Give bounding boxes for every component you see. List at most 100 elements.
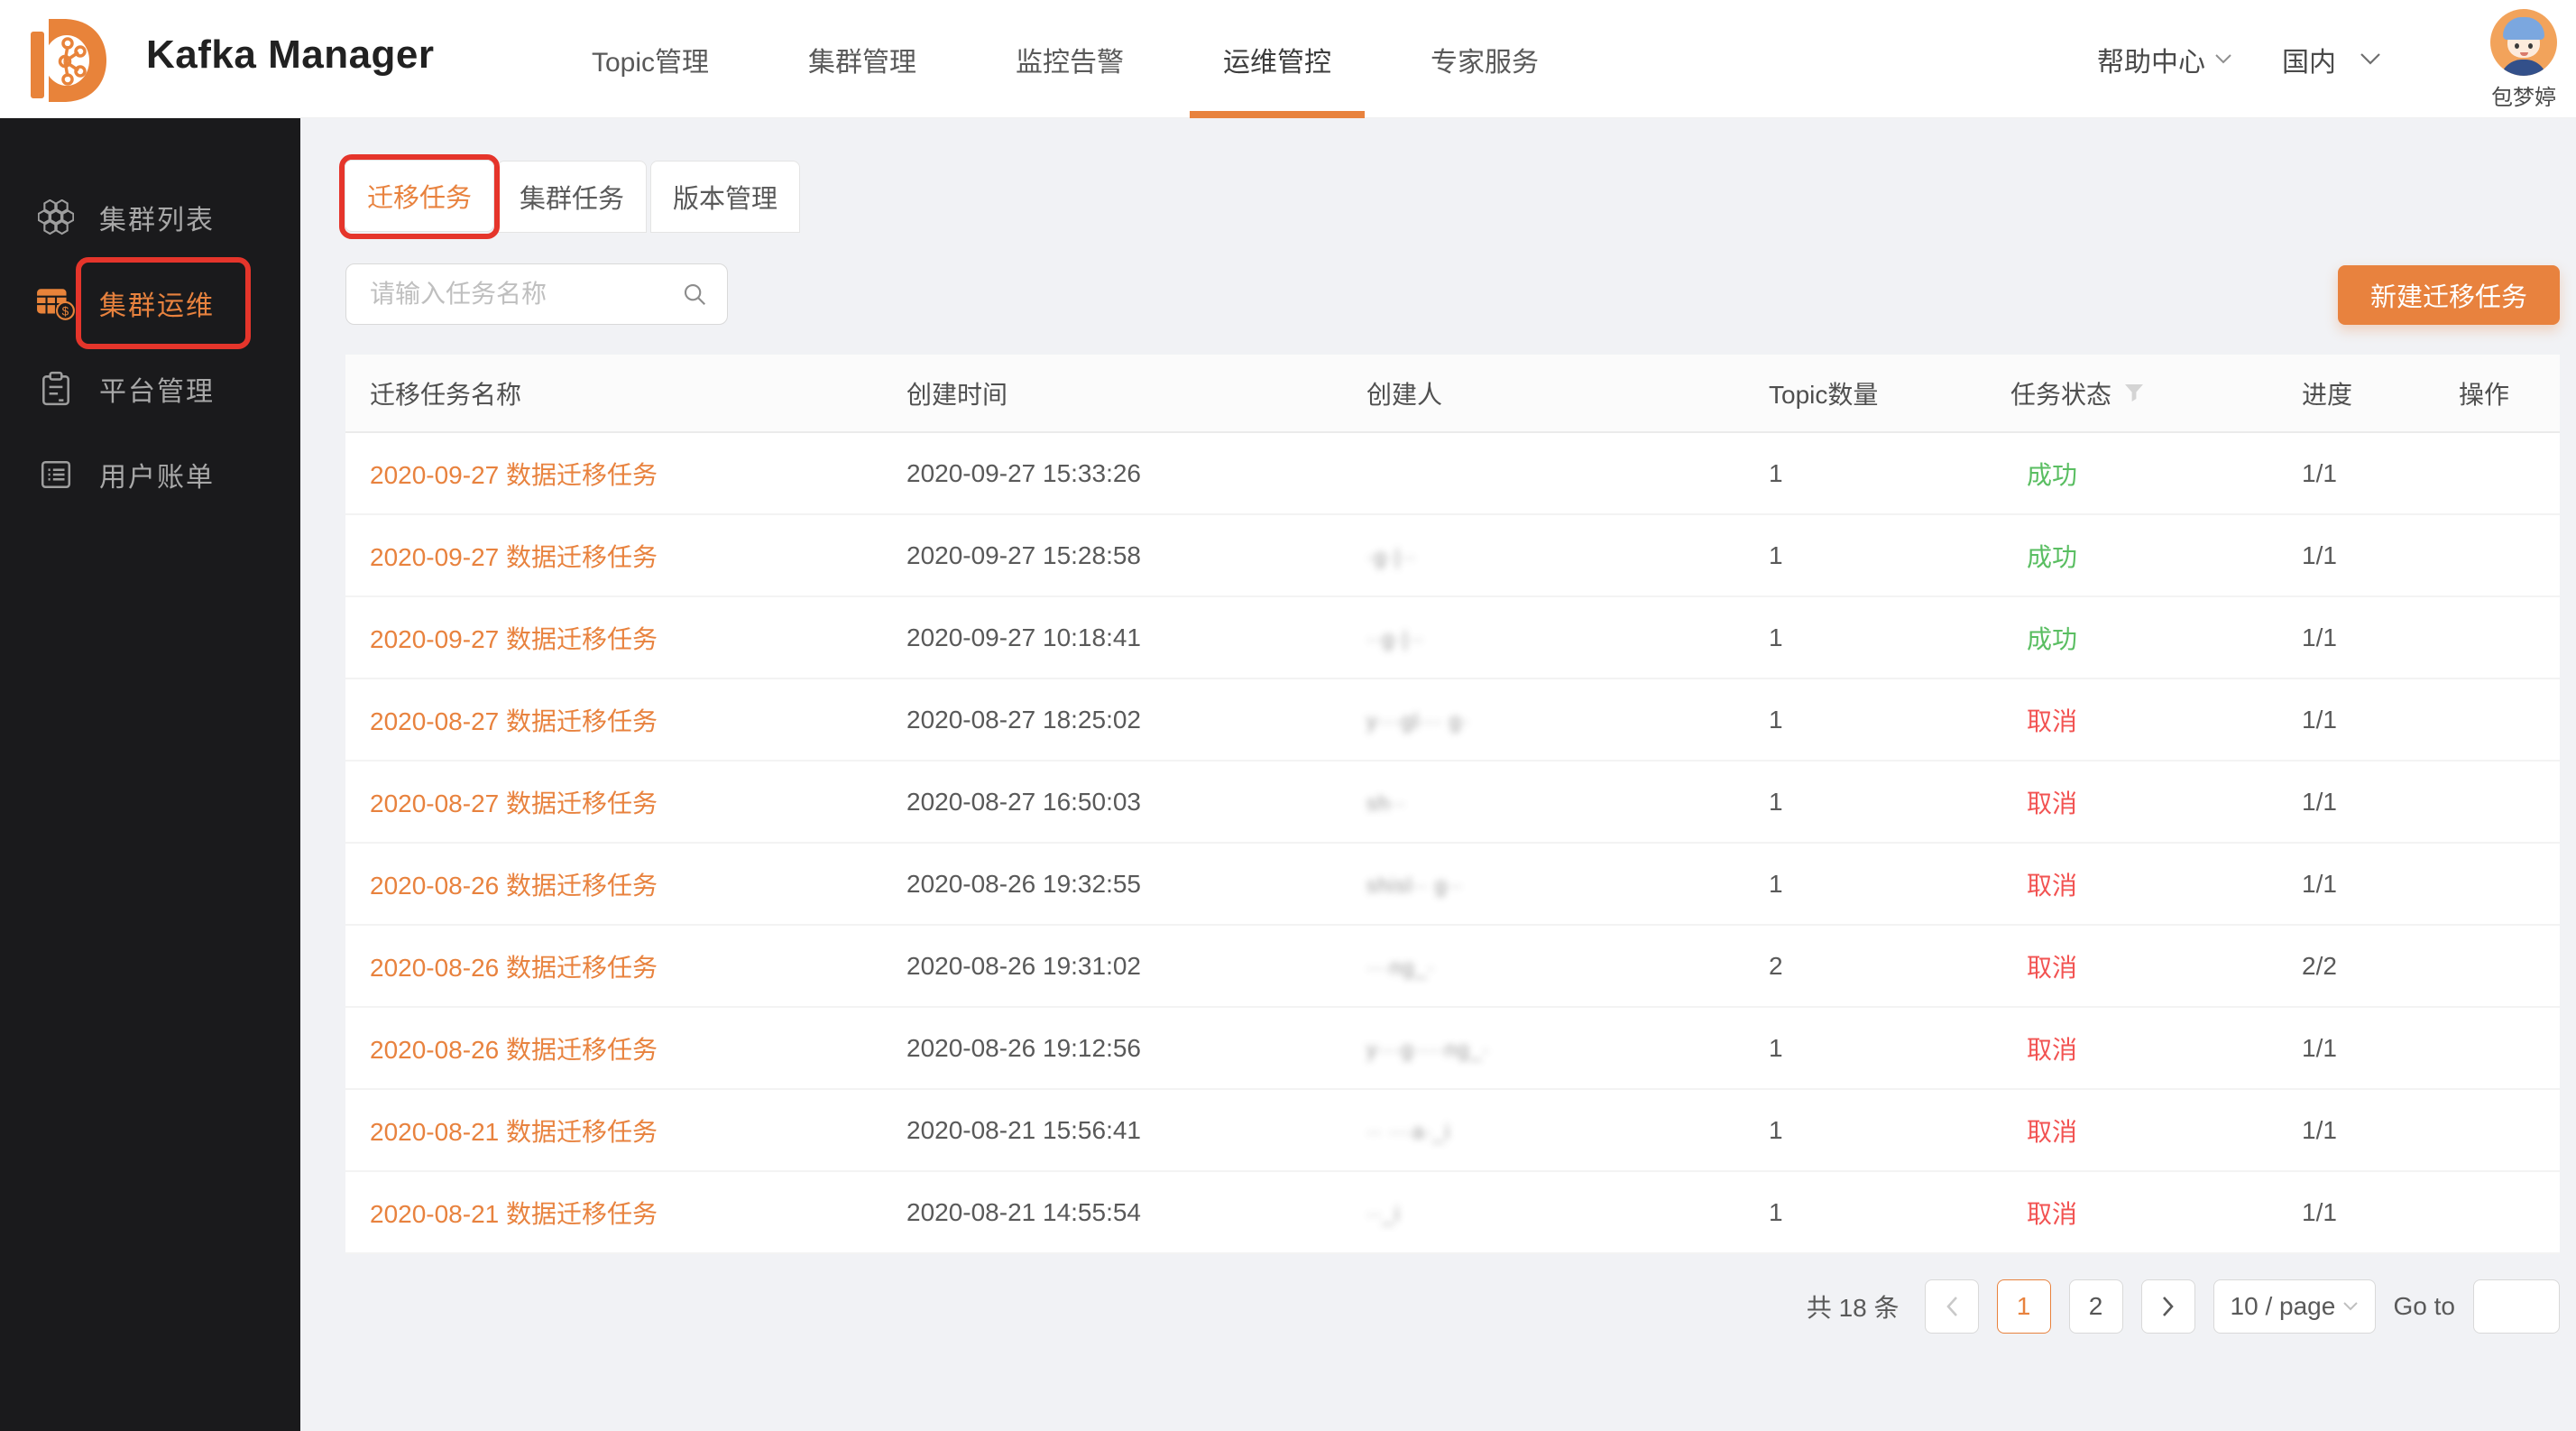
topic-count: 1 bbox=[1769, 1197, 1783, 1226]
topic-count: 1 bbox=[1769, 705, 1783, 734]
col-topic-count: Topic数量 bbox=[1769, 380, 1879, 409]
col-task-name: 迁移任务名称 bbox=[370, 380, 522, 409]
app-logo-icon bbox=[25, 12, 112, 110]
created-time: 2020-08-21 14:55:54 bbox=[906, 1197, 1141, 1226]
top-nav: Topic管理 集群管理 监控告警 运维管控 专家服务 bbox=[542, 0, 1588, 118]
filter-icon[interactable] bbox=[2124, 383, 2144, 402]
tab-bar: 迁移任务 集群任务 版本管理 bbox=[339, 154, 2560, 239]
progress-value: 1/1 bbox=[2302, 623, 2337, 651]
topic-count: 1 bbox=[1769, 458, 1783, 487]
nav-ops[interactable]: 运维管控 bbox=[1173, 0, 1381, 118]
topic-count: 2 bbox=[1769, 951, 1783, 980]
search-icon[interactable] bbox=[681, 281, 708, 312]
creator-redacted: ···ng_· bbox=[1366, 955, 1436, 979]
created-time: 2020-09-27 15:33:26 bbox=[906, 458, 1141, 487]
table-row: 2020-09-27 数据迁移任务 2020-09-27 15:33:26 1 … bbox=[345, 433, 2560, 515]
sidebar-item-label: 用户账单 bbox=[99, 462, 215, 493]
task-link[interactable]: 2020-09-27 数据迁移任务 bbox=[370, 460, 658, 489]
app-title: Kafka Manager bbox=[146, 32, 435, 77]
status-badge: 成功 bbox=[2027, 460, 2078, 489]
creator-redacted: sh·· bbox=[1366, 790, 1406, 815]
search-input[interactable] bbox=[345, 263, 728, 325]
sidebar: 集群列表 $ 集群运维 bbox=[0, 118, 300, 1431]
table-row: 2020-08-26 数据迁移任务 2020-08-26 19:12:56 y·… bbox=[345, 1008, 2560, 1090]
main-content: 迁移任务 集群任务 版本管理 新建迁移任务 迁移任务名称 创建时间 创建人 To… bbox=[300, 118, 2576, 1431]
help-center-menu[interactable]: 帮助中心 bbox=[2097, 0, 2232, 118]
created-time: 2020-08-26 19:32:55 bbox=[906, 869, 1141, 898]
creator-redacted: ··_i bbox=[1366, 1201, 1401, 1225]
task-link[interactable]: 2020-08-27 数据迁移任务 bbox=[370, 789, 658, 817]
progress-value: 1/1 bbox=[2302, 458, 2337, 487]
col-creator: 创建人 bbox=[1366, 380, 1443, 409]
task-link[interactable]: 2020-08-26 数据迁移任务 bbox=[370, 871, 658, 900]
created-time: 2020-08-26 19:12:56 bbox=[906, 1033, 1141, 1062]
progress-value: 1/1 bbox=[2302, 705, 2337, 734]
next-page-button[interactable] bbox=[2140, 1279, 2195, 1334]
nav-cluster[interactable]: 集群管理 bbox=[808, 47, 917, 78]
tab-migration-tasks[interactable]: 迁移任务 bbox=[345, 160, 495, 232]
sidebar-item-cluster-list[interactable]: 集群列表 bbox=[0, 174, 300, 260]
creator-redacted: y···g····ng_· bbox=[1366, 1037, 1490, 1061]
page-button-1[interactable]: 1 bbox=[1996, 1279, 2051, 1334]
task-link[interactable]: 2020-09-27 数据迁移任务 bbox=[370, 624, 658, 653]
status-badge: 取消 bbox=[2027, 953, 2078, 982]
task-link[interactable]: 2020-08-21 数据迁移任务 bbox=[370, 1199, 658, 1228]
search-box bbox=[345, 263, 728, 325]
progress-value: 1/1 bbox=[2302, 1033, 2337, 1062]
create-migration-task-button[interactable]: 新建迁移任务 bbox=[2337, 265, 2560, 325]
table-row: 2020-08-21 数据迁移任务 2020-08-21 15:56:41 ··… bbox=[345, 1090, 2560, 1172]
tab-cluster-tasks[interactable]: 集群任务 bbox=[497, 161, 648, 233]
migration-task-table: 迁移任务名称 创建时间 创建人 Topic数量 任务状态 进度 操作 2020-… bbox=[345, 355, 2560, 1254]
topic-count: 1 bbox=[1769, 1115, 1783, 1144]
billing-icon bbox=[36, 457, 76, 492]
prev-page-button[interactable] bbox=[1924, 1279, 1979, 1334]
topic-count: 1 bbox=[1769, 1033, 1783, 1062]
tab-version-management[interactable]: 版本管理 bbox=[650, 161, 801, 233]
created-time: 2020-08-21 15:56:41 bbox=[906, 1115, 1141, 1144]
table-row: 2020-08-27 数据迁移任务 2020-08-27 18:25:02 y·… bbox=[345, 679, 2560, 762]
col-status: 任务状态 bbox=[2007, 375, 2255, 411]
user-menu[interactable]: 包梦婷 bbox=[2479, 9, 2569, 111]
created-time: 2020-08-26 19:31:02 bbox=[906, 951, 1141, 980]
created-time: 2020-09-27 15:28:58 bbox=[906, 540, 1141, 569]
creator-redacted: ··g·|·· bbox=[1366, 626, 1425, 651]
sidebar-item-platform[interactable]: 平台管理 bbox=[0, 346, 300, 431]
toolbar: 新建迁移任务 bbox=[345, 263, 2560, 325]
goto-page-input[interactable] bbox=[2473, 1279, 2560, 1334]
page-size-select[interactable]: 10 / page bbox=[2213, 1279, 2376, 1334]
total-count: 共 18 条 bbox=[1806, 1294, 1900, 1322]
progress-value: 2/2 bbox=[2302, 951, 2337, 980]
status-badge: 取消 bbox=[2027, 1199, 2078, 1228]
table-body: 2020-09-27 数据迁移任务 2020-09-27 15:33:26 1 … bbox=[345, 433, 2560, 1254]
creator-redacted: y···gl··· g· bbox=[1366, 708, 1470, 733]
status-badge: 取消 bbox=[2027, 789, 2078, 817]
pagination: 共 18 条 1 2 10 / page Go to bbox=[345, 1279, 2560, 1334]
region-select[interactable]: 国内 bbox=[2282, 0, 2381, 118]
status-badge: 成功 bbox=[2027, 542, 2078, 571]
created-time: 2020-08-27 18:25:02 bbox=[906, 705, 1141, 734]
creator-redacted: ·· ···a·_i bbox=[1366, 1119, 1451, 1143]
sidebar-item-billing[interactable]: 用户账单 bbox=[0, 431, 300, 517]
nav-topic[interactable]: Topic管理 bbox=[592, 47, 710, 78]
table-row: 2020-09-27 数据迁移任务 2020-09-27 15:28:58 ·g… bbox=[345, 515, 2560, 597]
topic-count: 1 bbox=[1769, 540, 1783, 569]
nav-expert[interactable]: 专家服务 bbox=[1431, 47, 1540, 78]
task-link[interactable]: 2020-08-21 数据迁移任务 bbox=[370, 1117, 658, 1146]
task-link[interactable]: 2020-08-26 数据迁移任务 bbox=[370, 1035, 658, 1064]
status-badge: 取消 bbox=[2027, 1117, 2078, 1146]
sidebar-item-cluster-ops[interactable]: $ 集群运维 bbox=[0, 256, 300, 349]
avatar bbox=[2490, 9, 2557, 76]
task-link[interactable]: 2020-08-27 数据迁移任务 bbox=[370, 706, 658, 735]
status-badge: 取消 bbox=[2027, 871, 2078, 900]
task-link[interactable]: 2020-08-26 数据迁移任务 bbox=[370, 953, 658, 982]
annotation-box: 迁移任务 bbox=[339, 154, 501, 239]
table-row: 2020-08-21 数据迁移任务 2020-08-21 14:55:54 ··… bbox=[345, 1172, 2560, 1254]
progress-value: 1/1 bbox=[2302, 540, 2337, 569]
chevron-down-icon bbox=[2360, 53, 2380, 65]
status-badge: 成功 bbox=[2027, 624, 2078, 653]
page-button-2[interactable]: 2 bbox=[2068, 1279, 2123, 1334]
sidebar-item-label: 集群列表 bbox=[99, 205, 215, 235]
task-link[interactable]: 2020-09-27 数据迁移任务 bbox=[370, 542, 658, 571]
table-header-row: 迁移任务名称 创建时间 创建人 Topic数量 任务状态 进度 操作 bbox=[345, 355, 2560, 433]
nav-monitor[interactable]: 监控告警 bbox=[1016, 47, 1125, 78]
